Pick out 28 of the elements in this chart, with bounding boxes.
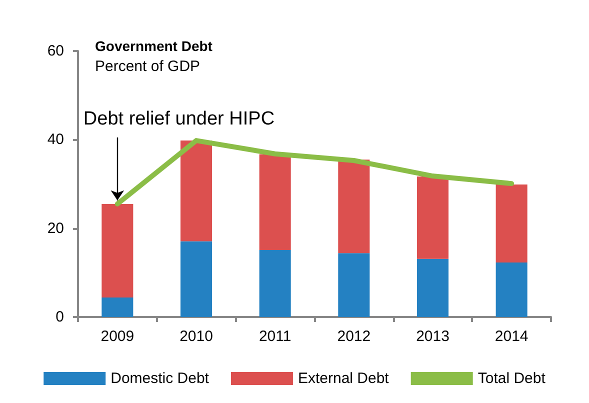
x-tick-label: 2014 bbox=[494, 328, 528, 345]
legend-label: Domestic Debt bbox=[110, 370, 210, 387]
legend-label: External Debt bbox=[298, 370, 390, 387]
text: Percent of GDP bbox=[95, 58, 200, 75]
bar bbox=[496, 262, 528, 317]
bar bbox=[416, 176, 449, 259]
chart-title: Government Debt bbox=[95, 38, 213, 54]
y-tick-label: 40 bbox=[47, 131, 64, 148]
bar bbox=[496, 184, 528, 262]
y-tick-label: 60 bbox=[47, 42, 64, 60]
x-tick-label: 2010 bbox=[180, 328, 213, 345]
bar bbox=[180, 140, 212, 242]
bar bbox=[102, 297, 134, 317]
x-tick-label: 2012 bbox=[337, 328, 371, 345]
bar bbox=[338, 160, 370, 254]
x-tick-label: 2013 bbox=[416, 328, 450, 345]
x-tick-label: 2009 bbox=[100, 328, 134, 345]
annotation: Debt relief under HIPC bbox=[83, 108, 275, 130]
y-tick-label: 0 bbox=[56, 308, 64, 326]
bar bbox=[102, 204, 134, 298]
legend-label: Total Debt bbox=[478, 370, 546, 387]
y-tick-label: 20 bbox=[47, 220, 64, 237]
bar bbox=[180, 241, 212, 317]
bar bbox=[338, 253, 370, 317]
bar bbox=[259, 250, 291, 317]
x-tick-label: 2011 bbox=[258, 328, 292, 345]
bar bbox=[416, 258, 449, 317]
bar bbox=[259, 154, 291, 250]
